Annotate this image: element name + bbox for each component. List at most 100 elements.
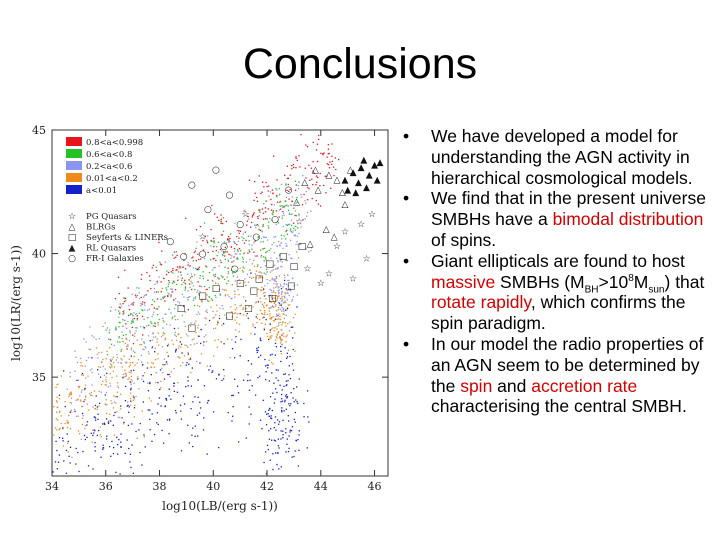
data-point: [114, 396, 117, 398]
data-point: [213, 240, 215, 242]
data-point: [282, 309, 284, 311]
data-point: [162, 296, 165, 298]
data-point: [269, 335, 272, 337]
data-point: [133, 317, 136, 320]
data-point: [247, 359, 250, 362]
data-point: [266, 186, 268, 188]
data-point: [114, 411, 116, 414]
data-point: [135, 330, 137, 332]
data-point: [108, 445, 111, 448]
data-point: [205, 298, 207, 300]
data-point: [287, 177, 290, 180]
data-point: [270, 417, 273, 420]
data-point: [187, 290, 189, 292]
legend-swatch: [66, 149, 82, 158]
data-point: [273, 426, 275, 429]
data-point: [105, 384, 107, 386]
legend-marker: ▲: [69, 244, 76, 254]
data-point: [229, 240, 231, 243]
data-point: [132, 318, 134, 320]
data-point: [221, 324, 223, 326]
data-point: [184, 279, 186, 282]
data-point: [285, 245, 287, 247]
data-point: [271, 335, 273, 337]
data-point: [275, 187, 277, 190]
data-point: [106, 350, 108, 352]
data-point: [136, 319, 139, 321]
data-point: [176, 254, 178, 257]
data-point: [320, 152, 322, 155]
data-point: [253, 242, 255, 244]
data-point: [278, 421, 281, 423]
data-point: [77, 398, 79, 400]
data-point: [277, 331, 280, 333]
data-point: [58, 429, 61, 431]
data-point: [232, 275, 235, 277]
data-point: [170, 296, 172, 298]
data-point: [141, 274, 143, 276]
data-point: [125, 375, 127, 377]
data-point: [150, 366, 152, 369]
data-point: [223, 251, 225, 253]
data-point: [152, 264, 155, 267]
data-point: [252, 214, 254, 217]
data-point: [277, 267, 279, 270]
data-point: [167, 343, 170, 345]
data-point: [289, 355, 291, 358]
data-point: [276, 333, 279, 335]
bullet-item: • We find that in the present universe SM…: [403, 188, 708, 250]
data-point: [273, 251, 276, 254]
data-point: [269, 331, 271, 333]
data-point: [312, 170, 314, 172]
data-point: [63, 460, 65, 462]
data-point: [275, 310, 278, 312]
object-marker: ▲: [342, 175, 349, 185]
data-point: [145, 294, 147, 296]
data-point: [118, 306, 121, 308]
data-point: [62, 440, 64, 442]
data-point: [279, 336, 281, 338]
data-point: [189, 295, 191, 298]
data-point: [295, 202, 297, 205]
data-point: [248, 389, 251, 391]
data-point: [294, 210, 297, 212]
object-marker: ▲: [371, 161, 378, 171]
data-point: [141, 378, 143, 380]
data-point: [152, 313, 154, 316]
data-point: [151, 347, 153, 349]
data-point: [224, 314, 226, 316]
data-point: [272, 279, 275, 281]
data-point: [279, 337, 281, 339]
data-point: [136, 317, 139, 320]
data-point: [237, 392, 240, 394]
data-point: [119, 303, 121, 305]
data-point: [77, 430, 80, 432]
data-point: [197, 324, 200, 327]
data-point: [278, 275, 280, 277]
data-point: [148, 275, 151, 277]
data-point: [151, 346, 154, 348]
data-point: [234, 341, 237, 343]
data-point: [173, 367, 175, 370]
data-point: [175, 412, 177, 414]
data-point: [187, 346, 189, 348]
data-point: [166, 419, 169, 421]
data-point: [256, 349, 258, 352]
data-point: [287, 209, 290, 212]
scatter-points: ☆☆☆☆☆☆☆ ☆☆☆☆☆△ △ △△ △△△△△△△△□ □ □□□□□□□□□□□□□▲…: [52, 133, 383, 476]
data-point: [196, 291, 198, 293]
data-point: [218, 374, 220, 376]
data-point: [262, 225, 264, 227]
data-point: [272, 192, 274, 194]
data-point: [128, 340, 131, 342]
data-point: [219, 307, 221, 309]
data-point: [193, 304, 196, 307]
data-point: [300, 226, 302, 228]
data-point: [229, 357, 231, 359]
data-point: [268, 415, 270, 417]
data-point: [181, 279, 183, 281]
data-point: [274, 268, 277, 270]
data-point: [141, 361, 143, 363]
data-point: [149, 409, 151, 411]
data-point: [247, 281, 250, 283]
